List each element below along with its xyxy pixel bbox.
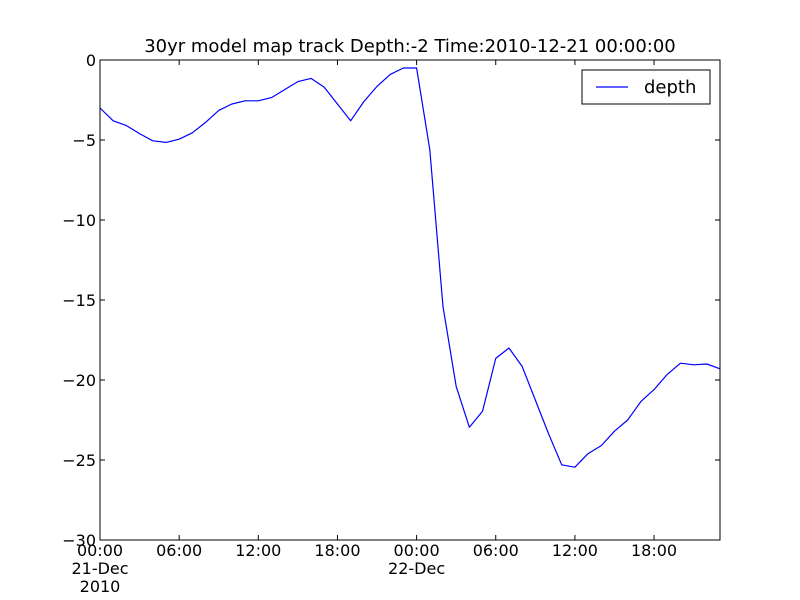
x-tick-label: 06:00: [156, 541, 202, 560]
y-tick-label: −20: [62, 371, 96, 390]
x-tick-label: 2010: [80, 577, 121, 596]
legend-box: [581, 69, 711, 105]
legend-label-depth: depth: [644, 77, 696, 98]
legend: depth: [581, 69, 711, 105]
x-tick-label: 00:00: [77, 541, 123, 560]
series-layer: [99, 67, 721, 468]
y-tick-label: −10: [62, 211, 96, 230]
x-tick-label: 21-Dec: [71, 559, 128, 578]
x-tick-label: 00:00: [394, 541, 440, 560]
x-tick-label: 06:00: [473, 541, 519, 560]
plot-frame: [99, 59, 721, 541]
chart-title: 30yr model map track Depth:-2 Time:2010-…: [144, 36, 676, 57]
y-tick-label: −25: [62, 451, 96, 470]
y-tick-label: −30: [62, 531, 96, 550]
y-tick-label: −15: [62, 291, 96, 310]
x-tick-label: 18:00: [631, 541, 677, 560]
y-tick-label: 0: [86, 51, 96, 70]
series-line-depth: [99, 67, 721, 468]
x-tick-label: 18:00: [314, 541, 360, 560]
x-tick-label: 12:00: [552, 541, 598, 560]
x-tick-label: 12:00: [235, 541, 281, 560]
y-tick-label: −5: [72, 131, 96, 150]
x-tick-label: 22-Dec: [388, 559, 445, 578]
plot-area: [100, 60, 720, 540]
